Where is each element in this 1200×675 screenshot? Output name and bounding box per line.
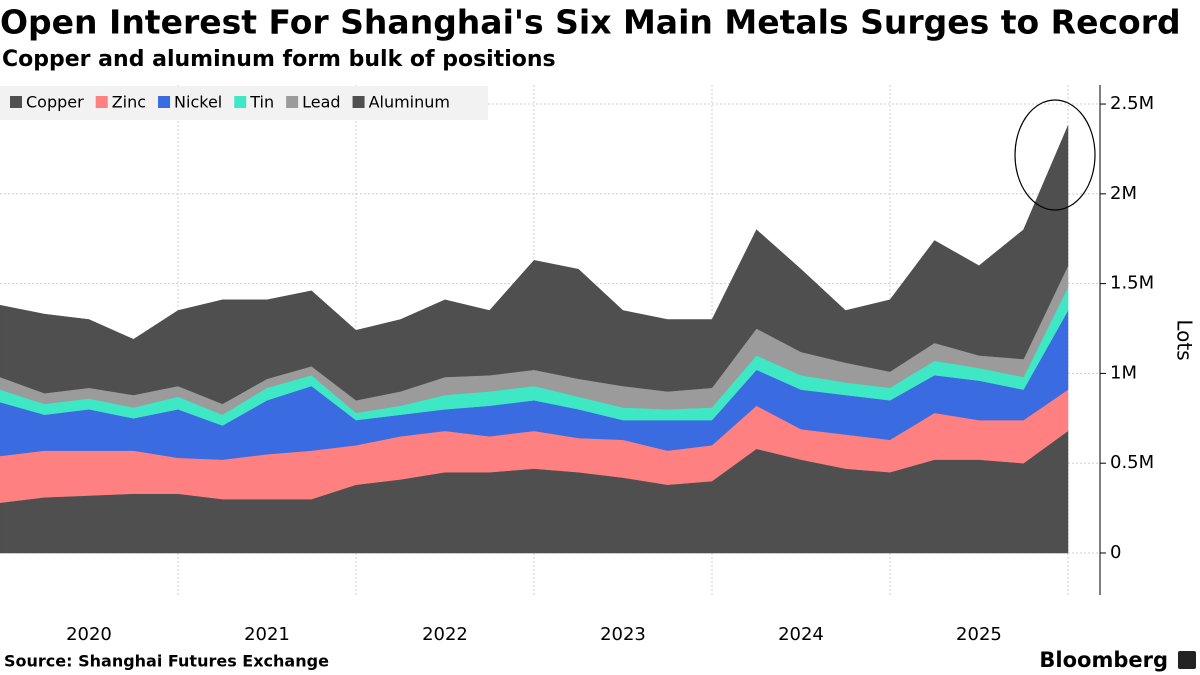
y-axis-label: Lots [1173, 319, 1197, 360]
y-tick-label: 0 [1110, 542, 1121, 563]
y-tick-label: 2.5M [1110, 93, 1154, 114]
legend-label: Copper [26, 93, 84, 112]
legend-swatch [286, 96, 299, 108]
plot: 0 0.5M 1M 1.5M 2M 2.5M 2020 2021 2022 2023 2024 202… [0, 85, 1154, 645]
legend-swatch [95, 96, 108, 108]
legend-swatch [234, 96, 247, 108]
legend-label: Nickel [174, 93, 222, 112]
brand-icon [1178, 651, 1196, 669]
legend-swatch [158, 96, 171, 108]
x-tick-label: 2024 [778, 624, 824, 645]
highlight-circle [1014, 99, 1096, 211]
brand: Bloomberg [1039, 648, 1168, 672]
legend-label: Lead [302, 93, 340, 112]
legend-label: Zinc [112, 93, 146, 112]
x-tick-label: 2020 [66, 624, 112, 645]
legend: Copper Zinc Nickel Tin Lead Aluminum [0, 86, 488, 120]
x-tick-label: 2022 [422, 624, 468, 645]
area-aluminum [0, 125, 1069, 405]
y-tick-label: 0.5M [1110, 452, 1154, 473]
y-tick-label: 1M [1110, 362, 1137, 383]
x-tick-label: 2023 [600, 624, 646, 645]
legend-swatch [352, 96, 365, 108]
source: Source: Shanghai Futures Exchange [4, 652, 329, 671]
legend-swatch [10, 96, 22, 108]
y-tick-label: 1.5M [1110, 273, 1154, 294]
y-tick-label: 2M [1110, 183, 1137, 204]
legend-label: Aluminum [369, 93, 450, 112]
chart-subtitle: Copper and aluminum form bulk of positio… [2, 47, 556, 72]
legend-label: Tin [249, 93, 274, 112]
x-tick-label: 2021 [244, 624, 290, 645]
chart-title: Open Interest For Shanghai's Six Main Me… [0, 3, 1181, 42]
x-tick-label: 2025 [956, 624, 1002, 645]
